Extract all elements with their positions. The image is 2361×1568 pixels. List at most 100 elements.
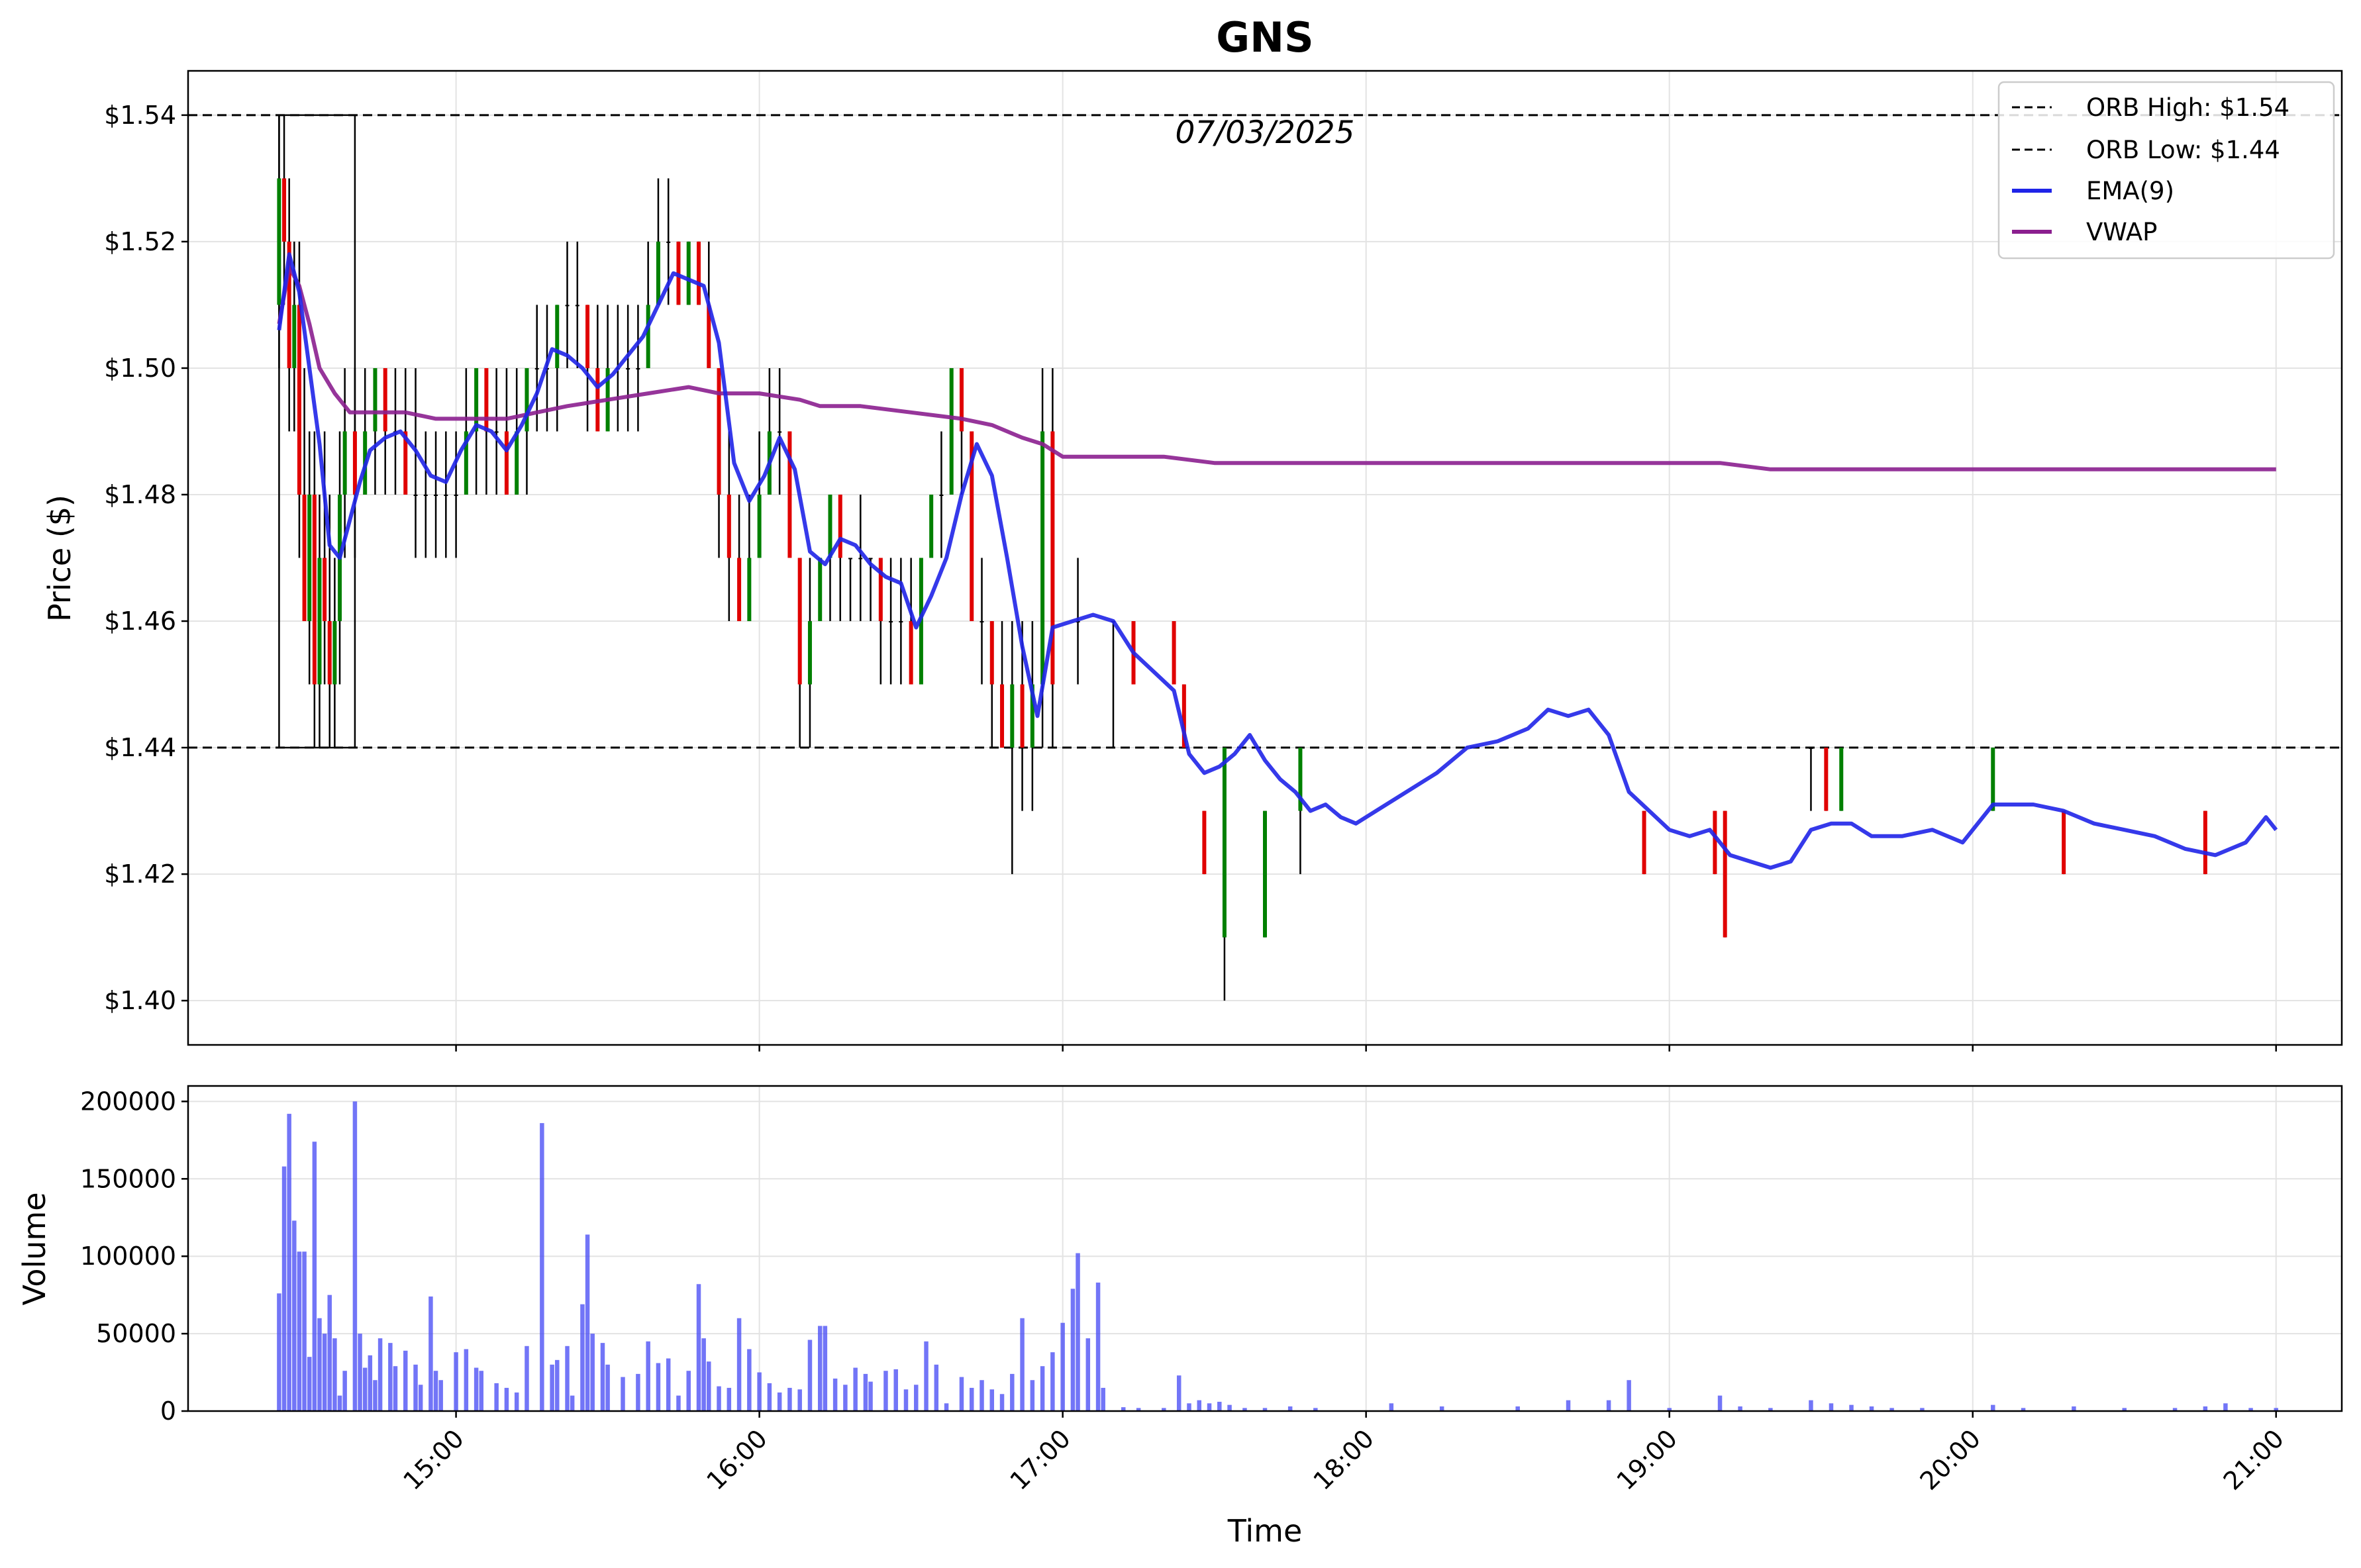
candle-body	[1172, 621, 1176, 685]
volume-bar	[883, 1371, 888, 1411]
volume-bar	[944, 1403, 949, 1411]
volume-bar	[1849, 1404, 1854, 1411]
price-tick-label: $1.50	[104, 354, 176, 383]
volume-bar	[2021, 1408, 2026, 1411]
candle-body	[434, 494, 438, 496]
ema-line	[277, 252, 2278, 870]
candle-body	[1181, 684, 1186, 748]
price-tick-label: $1.48	[104, 480, 176, 509]
volume-y-axis: 0 50000 100000 150000 200000	[80, 1087, 188, 1426]
volume-bar	[494, 1383, 499, 1411]
candle-body	[282, 178, 287, 242]
candle-body	[707, 305, 711, 368]
volume-bar	[1829, 1403, 1834, 1411]
candle-body	[787, 431, 792, 558]
candle-body	[636, 368, 640, 369]
price-tick-label: $1.46	[104, 607, 176, 636]
candle-body	[909, 621, 913, 685]
volume-tick-label: 0	[160, 1396, 176, 1426]
candle-body	[1263, 810, 1267, 938]
volume-bar	[1515, 1406, 1520, 1411]
volume-bar	[550, 1364, 554, 1411]
candle-body	[838, 494, 842, 558]
volume-bar	[727, 1387, 732, 1411]
volume-bar	[358, 1334, 362, 1411]
candle-body	[1298, 748, 1303, 811]
candle-body	[373, 368, 377, 432]
candle-body	[423, 494, 428, 496]
volume-bar	[717, 1386, 721, 1411]
legend-box	[1997, 81, 2335, 260]
volume-bar	[1287, 1406, 1293, 1411]
candle-body	[302, 494, 307, 622]
candle-body	[807, 621, 812, 685]
volume-bar	[1040, 1366, 1045, 1411]
candle-body	[818, 558, 823, 622]
candle-body	[878, 558, 883, 622]
volume-bar	[413, 1364, 418, 1411]
volume-tick-label: 150000	[80, 1164, 176, 1193]
volume-bar	[767, 1383, 772, 1411]
volume-panel-frame	[187, 1085, 2343, 1412]
volume-bar	[362, 1367, 368, 1411]
chart-title: GNS	[1216, 13, 1313, 62]
candle-body	[1020, 684, 1025, 748]
candle-body	[717, 368, 721, 495]
volume-bar	[980, 1380, 984, 1411]
volume-bar	[373, 1380, 377, 1411]
price-panel-frame	[187, 70, 2343, 1046]
volume-bar	[403, 1350, 408, 1411]
volume-bar	[418, 1385, 423, 1411]
candle-body	[828, 494, 832, 558]
volume-bar	[1227, 1404, 1232, 1411]
volume-bar	[1809, 1400, 1813, 1411]
candle-body	[444, 494, 448, 496]
volume-bar	[924, 1341, 929, 1411]
price-tick-label: $1.54	[104, 101, 176, 130]
volume-bar	[332, 1338, 337, 1411]
volume-bar	[2248, 1408, 2253, 1411]
volume-tick-label: 50000	[96, 1319, 176, 1348]
candle-body	[504, 431, 509, 495]
volume-bar	[1050, 1352, 1055, 1411]
candle-body	[307, 494, 312, 622]
volume-bar	[1920, 1408, 1925, 1411]
volume-bar	[1085, 1338, 1091, 1411]
volume-bar	[514, 1392, 519, 1411]
volume-bar	[317, 1318, 322, 1411]
candle-body	[565, 305, 570, 307]
volume-bar	[1566, 1400, 1571, 1411]
volume-bar	[580, 1304, 585, 1411]
volume-bar	[999, 1394, 1005, 1411]
candle-body	[2203, 810, 2207, 875]
volume-bar	[287, 1114, 291, 1411]
volume-bar	[2072, 1406, 2076, 1411]
candle-body	[352, 431, 357, 495]
candle-body	[323, 558, 327, 622]
candle-body	[656, 241, 660, 305]
volume-bar	[787, 1387, 792, 1411]
candle-body	[778, 431, 782, 433]
volume-bar	[1242, 1408, 1247, 1411]
volume-bar	[388, 1343, 393, 1411]
volume-bar	[777, 1392, 782, 1411]
price-axis-label: Price ($)	[42, 495, 77, 622]
volume-bar	[868, 1381, 873, 1411]
volume-bar	[600, 1343, 605, 1411]
volume-bar	[914, 1385, 919, 1411]
volume-bar	[666, 1358, 671, 1411]
volume-bar	[989, 1389, 995, 1411]
candle-body	[1991, 748, 1995, 811]
legend-orb-low: ORB Low: $1.44	[2086, 136, 2280, 164]
volume-bar	[959, 1377, 964, 1411]
candle-body	[666, 241, 671, 243]
price-tick-label: $1.42	[104, 859, 176, 889]
volume-bar	[1207, 1403, 1212, 1411]
volume-bar	[1121, 1407, 1126, 1411]
volume-bar	[1667, 1408, 1672, 1411]
volume-bar	[438, 1380, 443, 1411]
candle-body	[494, 431, 499, 433]
candle-body	[1809, 748, 1813, 750]
candle-body	[525, 368, 529, 432]
candle-body	[727, 494, 731, 558]
